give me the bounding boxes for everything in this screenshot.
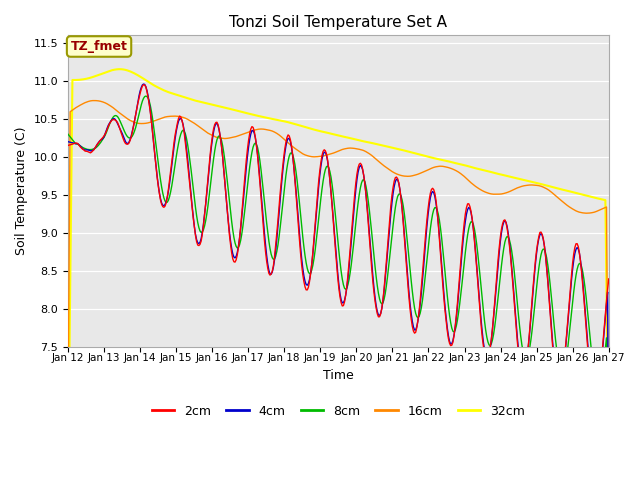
Title: Tonzi Soil Temperature Set A: Tonzi Soil Temperature Set A: [229, 15, 447, 30]
Text: TZ_fmet: TZ_fmet: [70, 40, 127, 53]
Y-axis label: Soil Temperature (C): Soil Temperature (C): [15, 127, 28, 255]
Legend: 2cm, 4cm, 8cm, 16cm, 32cm: 2cm, 4cm, 8cm, 16cm, 32cm: [147, 400, 530, 423]
X-axis label: Time: Time: [323, 369, 354, 382]
